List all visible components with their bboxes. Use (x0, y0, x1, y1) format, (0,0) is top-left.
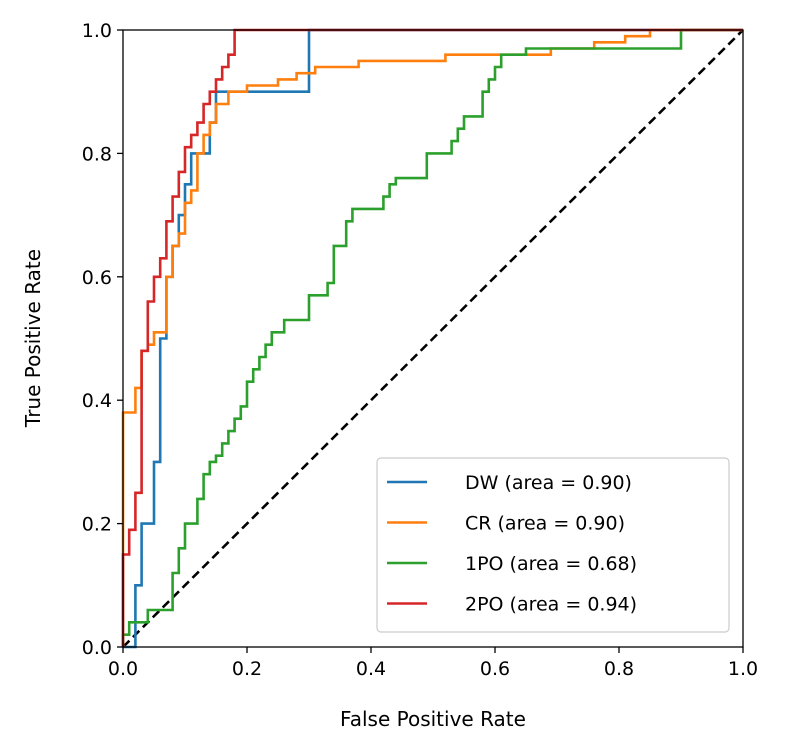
y-tick-label: 0.8 (82, 143, 112, 165)
x-tick-label: 0.2 (232, 658, 262, 680)
x-axis: 0.0 0.2 0.4 0.6 0.8 1.0 (108, 647, 758, 680)
x-tick-label: 0.4 (356, 658, 386, 680)
y-tick-label: 0.2 (82, 514, 112, 536)
x-axis-label: False Positive Rate (340, 707, 526, 731)
plot-frame (122, 29, 744, 648)
legend-entry-label: DW (area = 0.90) (465, 472, 632, 494)
legend-entry-label: CR (area = 0.90) (465, 513, 625, 535)
legend-entry-label: 1PO (area = 0.68) (465, 553, 637, 575)
y-tick-label: 0.6 (82, 267, 112, 289)
y-tick-label: 0.0 (82, 637, 112, 659)
legend: DW (area = 0.90) CR (area = 0.90) 1PO (are… (376, 457, 730, 633)
y-axis: 0.0 0.2 0.4 0.6 0.8 1.0 (82, 20, 123, 659)
y-axis-label: True Positive Rate (21, 249, 45, 428)
legend-entry-label: 2PO (area = 0.94) (465, 594, 637, 616)
y-tick-label: 0.4 (82, 390, 112, 412)
plot-lines (121, 28, 744, 649)
chance-diagonal-line (122, 29, 744, 648)
x-tick-label: 1.0 (728, 658, 758, 680)
x-tick-label: 0.8 (604, 658, 634, 680)
x-tick-label: 0.0 (108, 658, 138, 680)
x-tick-label: 0.6 (480, 658, 510, 680)
series-line-2 (121, 28, 743, 647)
legend-box (376, 457, 730, 633)
y-tick-label: 1.0 (82, 20, 112, 42)
series-line-3 (121, 28, 743, 647)
